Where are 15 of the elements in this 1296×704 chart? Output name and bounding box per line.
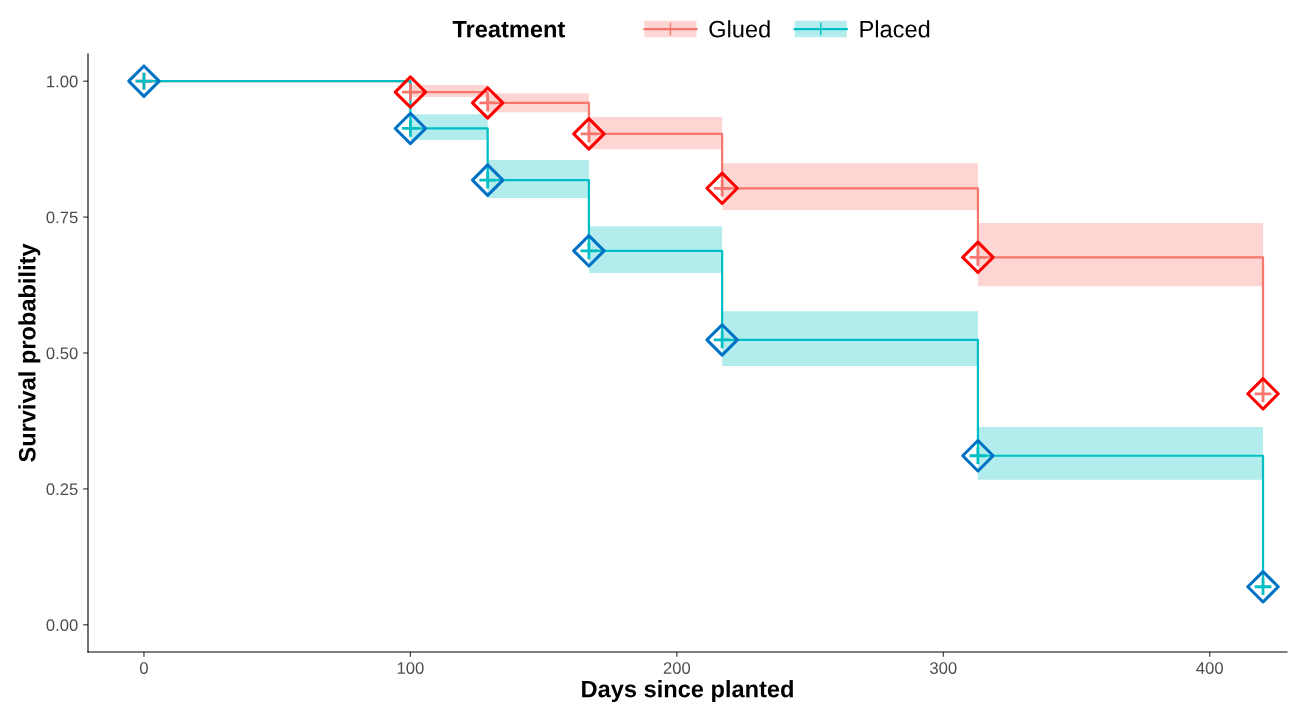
legend-label: Glued <box>709 20 770 38</box>
x-tick-label: 200 <box>663 662 691 674</box>
y-tick-label: 0.50 <box>46 347 78 360</box>
y-tick-label: 1.00 <box>47 75 78 88</box>
y-tick-label: 0.75 <box>46 211 78 224</box>
legend-label: Placed <box>860 20 930 38</box>
x-axis-title: Days since planted <box>582 680 793 703</box>
y-axis-title: Survival probability <box>18 243 41 462</box>
x-tick-label: 0 <box>139 662 148 674</box>
x-tick-label: 400 <box>1196 662 1223 674</box>
legend-title: Treatment <box>452 21 565 38</box>
x-tick-label: 300 <box>930 662 957 674</box>
y-tick-label: 0.00 <box>46 619 78 632</box>
y-tick-label: 0.25 <box>46 483 78 496</box>
x-tick-label: 100 <box>397 662 424 674</box>
